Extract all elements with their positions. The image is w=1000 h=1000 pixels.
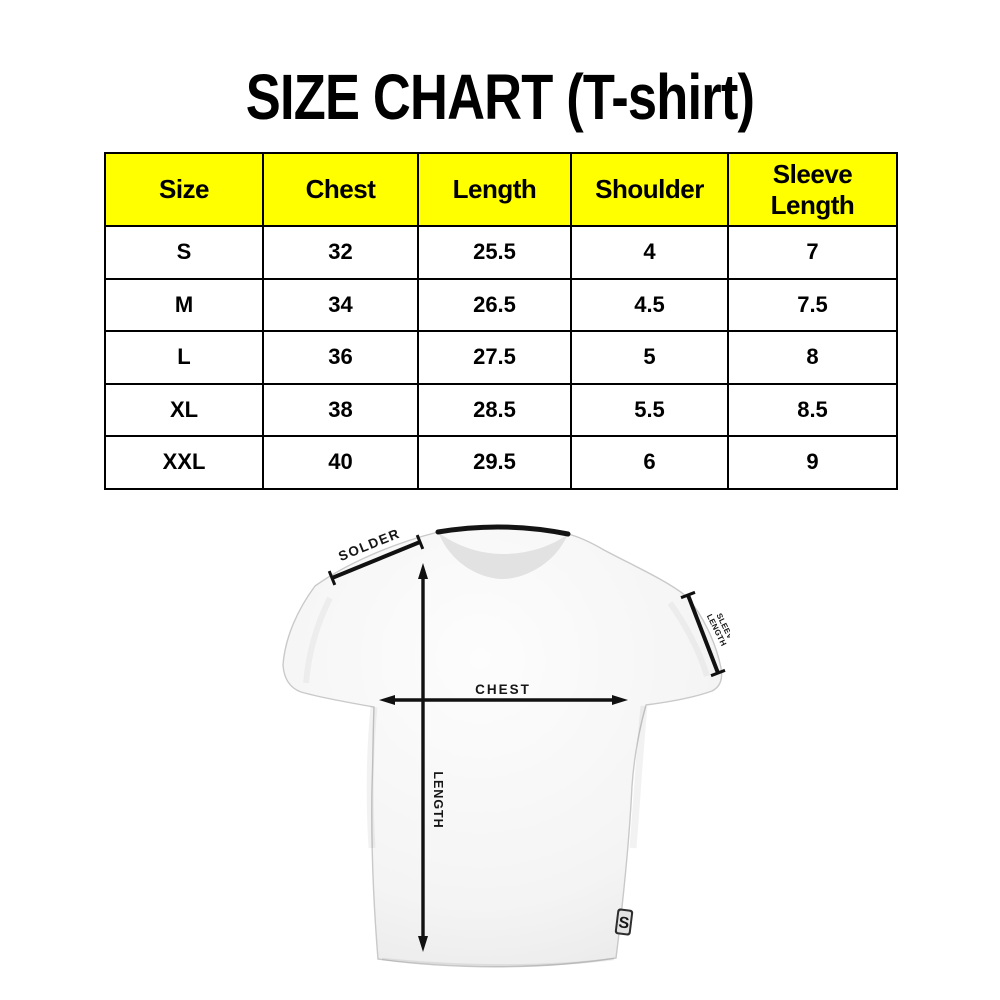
table-cell: XXL [104,435,264,490]
sleeve-dimension-line [680,590,726,678]
table-cell: XL [104,382,264,437]
table-cell: 6 [570,435,729,490]
table-cell: 40 [262,435,419,490]
table-row-xxl: XXL 40 29.5 6 9 [104,435,898,490]
size-table: Size Chest Length Shoulder Sleeve Length… [104,152,898,490]
table-cell: 25.5 [417,225,572,280]
table-cell: 27.5 [417,330,572,385]
table-cell: 5.5 [570,382,729,437]
table-cell: 4 [570,225,729,280]
table-cell: 29.5 [417,435,572,490]
table-cell: 38 [262,382,419,437]
table-cell: 4.5 [570,277,729,332]
table-cell: 5 [570,330,729,385]
neckline [438,532,568,579]
table-row-s: S 32 25.5 4 7 [104,225,898,280]
length-arrow [418,563,428,952]
column-header-length: Length [417,152,572,227]
table-cell: 36 [262,330,419,385]
table-cell: 9 [727,435,898,490]
page-title-text: SIZE CHART (T-shirt) [245,61,755,133]
column-header-sleeve-length: Sleeve Length [727,152,898,227]
table-cell: 26.5 [417,277,572,332]
column-header-size: Size [104,152,264,227]
table-cell: M [104,277,264,332]
table-cell: 8 [727,330,898,385]
table-row-l: L 36 27.5 5 8 [104,330,898,385]
column-header-shoulder: Shoulder [570,152,729,227]
tshirt-shape [282,526,723,968]
table-cell: 32 [262,225,419,280]
column-header-chest: Chest [262,152,419,227]
table-row-m: M 34 26.5 4.5 7.5 [104,277,898,332]
length-measure-label: LENGTH [431,771,445,828]
chest-measure-label: CHEST [475,682,531,697]
table-cell: 28.5 [417,382,572,437]
table-cell: L [104,330,264,385]
page-title: SIZE CHART (T-shirt) [0,60,1000,134]
tshirt-measurement-diagram: LENGTH CHEST SOLDER SLEEV LENGTH S [282,524,730,968]
collar [435,524,571,537]
shoulder-dimension-line [327,534,425,586]
table-row-xl: XL 38 28.5 5.5 8.5 [104,382,898,437]
brand-badge-letter: S [617,914,630,932]
brand-badge: S [614,908,634,936]
table-cell: 7.5 [727,277,898,332]
chest-arrow [379,695,628,705]
shirt-shading [303,596,710,967]
table-cell: 34 [262,277,419,332]
table-cell: 7 [727,225,898,280]
table-cell: 8.5 [727,382,898,437]
header-row: Size Chest Length Shoulder Sleeve Length [104,152,898,227]
table-cell: S [104,225,264,280]
